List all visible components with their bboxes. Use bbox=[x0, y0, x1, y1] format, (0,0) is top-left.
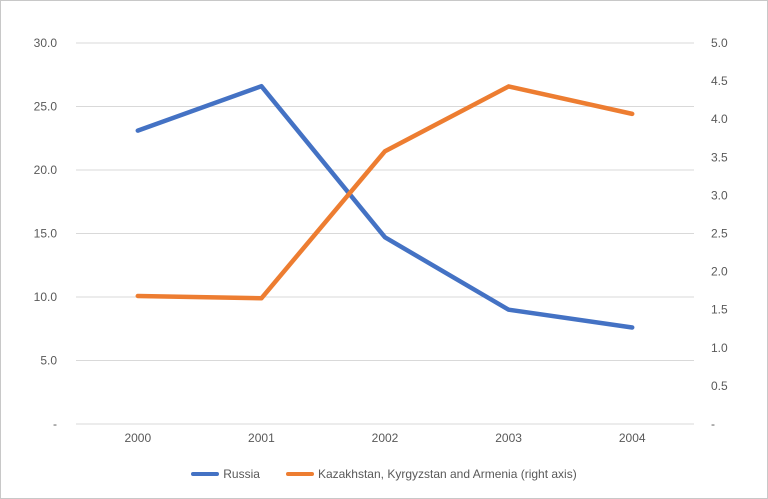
x-axis-tick-label: 2001 bbox=[248, 431, 275, 445]
right-axis-tick-label: 2.5 bbox=[711, 227, 728, 241]
left-axis-tick-label: 15.0 bbox=[34, 227, 58, 241]
x-axis-tick-label: 2000 bbox=[124, 431, 151, 445]
left-axis-tick-label: 10.0 bbox=[34, 290, 58, 304]
left-axis-tick-label: - bbox=[53, 417, 57, 431]
right-axis-tick-label: 5.0 bbox=[711, 36, 728, 50]
x-axis-tick-label: 2002 bbox=[372, 431, 399, 445]
x-axis-tick-label: 2004 bbox=[619, 431, 646, 445]
chart-legend: Russia Kazakhstan, Kyrgyzstan and Armeni… bbox=[1, 466, 767, 482]
right-axis-tick-label: 4.0 bbox=[711, 112, 728, 126]
right-axis-tick-label: 4.5 bbox=[711, 74, 728, 88]
right-axis-tick-label: 3.5 bbox=[711, 150, 728, 164]
x-axis-tick-label: 2003 bbox=[495, 431, 522, 445]
legend-swatch-kazakhstan bbox=[285, 471, 314, 477]
right-axis-tick-label: 1.5 bbox=[711, 303, 728, 317]
series-line-russia bbox=[135, 83, 635, 330]
right-axis-tick-label: 1.0 bbox=[711, 341, 728, 355]
legend-label-kazakhstan: Kazakhstan, Kyrgyzstan and Armenia (righ… bbox=[317, 467, 577, 481]
legend-item-russia: Russia bbox=[191, 467, 260, 481]
left-axis-tick-label: 25.0 bbox=[34, 100, 58, 114]
left-axis-tick-label: 5.0 bbox=[40, 354, 57, 368]
left-axis-tick-label: 30.0 bbox=[34, 36, 58, 50]
legend-swatch-russia bbox=[191, 471, 220, 477]
legend-label-russia: Russia bbox=[223, 467, 260, 481]
legend-item-kazakhstan: Kazakhstan, Kyrgyzstan and Armenia (righ… bbox=[285, 467, 577, 481]
left-axis-tick-label: 20.0 bbox=[34, 163, 58, 177]
right-axis-tick-label: - bbox=[711, 417, 715, 431]
right-axis-tick-label: 3.0 bbox=[711, 188, 728, 202]
series-line-kazakhstan bbox=[135, 84, 635, 301]
right-axis-tick-label: 2.0 bbox=[711, 265, 728, 279]
right-axis-tick-label: 0.5 bbox=[711, 379, 728, 393]
